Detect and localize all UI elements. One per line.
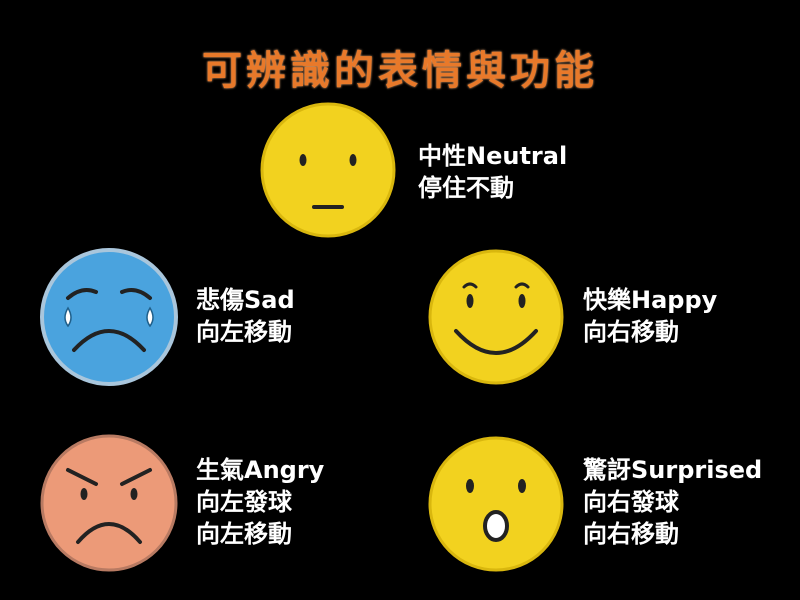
- sad-face-icon: [40, 248, 178, 386]
- surprised-action-2: 向右移動: [583, 520, 679, 548]
- happy-face-icon: [428, 249, 564, 385]
- angry-name: 生氣Angry: [196, 456, 325, 484]
- neutral-face-icon: [260, 102, 396, 238]
- page-title: 可辨識的表情與功能: [202, 48, 598, 94]
- neutral-action: 停住不動: [418, 174, 514, 202]
- angry-action-2: 向左移動: [196, 520, 292, 548]
- sad-name: 悲傷Sad: [196, 286, 295, 314]
- sad-label: 悲傷Sad 向左移動: [196, 284, 295, 348]
- happy-action: 向右移動: [583, 318, 679, 346]
- angry-label: 生氣Angry 向左發球 向左移動: [196, 454, 324, 550]
- surprised-action-1: 向右發球: [583, 488, 679, 516]
- angry-action-1: 向左發球: [196, 488, 292, 516]
- neutral-label: 中性Neutral 停住不動: [418, 140, 567, 204]
- surprised-name: 驚訝Surprised: [583, 456, 763, 484]
- happy-label: 快樂Happy 向右移動: [583, 284, 717, 348]
- angry-face-icon: [40, 434, 178, 572]
- sad-action: 向左移動: [196, 318, 292, 346]
- surprised-label: 驚訝Surprised 向右發球 向右移動: [583, 454, 762, 550]
- neutral-name: 中性Neutral: [418, 142, 568, 170]
- happy-name: 快樂Happy: [583, 286, 718, 314]
- surprised-face-icon: [428, 436, 564, 572]
